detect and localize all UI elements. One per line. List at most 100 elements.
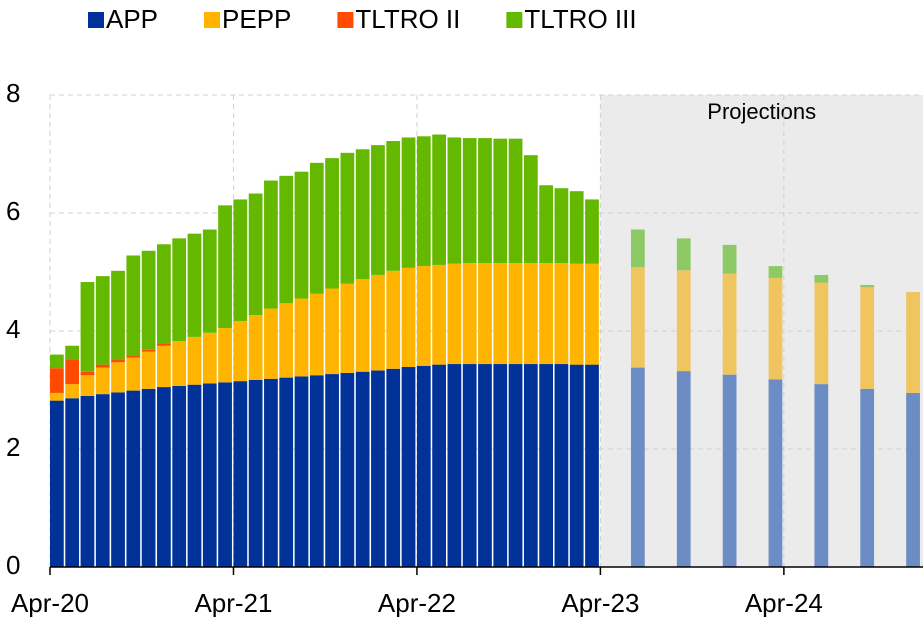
- bar-segment: [554, 364, 569, 567]
- bar-segment: [768, 379, 783, 567]
- bar-segment: [416, 136, 431, 267]
- bar-segment: [157, 244, 171, 344]
- bar-segment: [539, 364, 554, 567]
- bar-segment: [401, 267, 416, 367]
- bar-segment: [676, 238, 691, 271]
- bar-segment: [630, 367, 645, 567]
- y-tick-label: 0: [6, 550, 20, 580]
- bar-segment: [569, 191, 584, 264]
- bar-segment: [722, 273, 737, 375]
- bar-segment: [371, 274, 385, 371]
- bar-segment: [279, 175, 294, 304]
- x-tick-label: Apr-22: [378, 588, 456, 617]
- bar-segment: [111, 270, 125, 360]
- bar-segment: [325, 374, 339, 567]
- bar-segment: [386, 368, 401, 567]
- bar-segment: [386, 270, 401, 369]
- bar-segment: [447, 137, 462, 264]
- projection-label: Projections: [707, 99, 816, 124]
- bar-segment: [126, 355, 141, 358]
- x-tick-label: Apr-21: [194, 588, 272, 617]
- bar-segment: [126, 255, 141, 356]
- bar-segment: [523, 155, 538, 264]
- bar-segment: [202, 383, 217, 567]
- bar-segment: [248, 379, 263, 567]
- bar-segment: [95, 394, 110, 567]
- bar-segment: [141, 250, 156, 350]
- bar-segment: [111, 359, 125, 363]
- bar-segment: [325, 288, 339, 375]
- legend-swatch: [506, 12, 523, 28]
- bar-segment: [187, 384, 202, 567]
- bar-segment: [264, 180, 278, 309]
- bar-segment: [294, 171, 309, 299]
- bar-segment: [202, 229, 217, 333]
- x-tick-label: Apr-20: [11, 588, 89, 617]
- bar-segment: [462, 364, 477, 567]
- bar-segment: [172, 238, 187, 342]
- bar-segment: [447, 263, 462, 365]
- legend-label: PEPP: [222, 4, 291, 34]
- bar-segment: [111, 362, 125, 393]
- bar-segment: [386, 141, 401, 271]
- bar-segment: [80, 282, 95, 372]
- bar-segment: [508, 364, 523, 567]
- bar-segment: [462, 138, 477, 264]
- bar-segment: [371, 145, 385, 275]
- bar-segment: [157, 345, 171, 388]
- legend-swatch: [204, 12, 221, 28]
- bar-segment: [309, 162, 324, 294]
- bar-segment: [50, 392, 64, 401]
- bar-segment: [814, 282, 829, 385]
- bar-segment: [141, 388, 156, 567]
- bar-segment: [309, 375, 324, 567]
- bar-segment: [569, 263, 584, 365]
- x-tick-label: Apr-23: [561, 588, 639, 617]
- bar-segment: [218, 328, 232, 383]
- bar-segment: [371, 370, 385, 567]
- bar-segment: [554, 188, 569, 264]
- bar-segment: [401, 366, 416, 567]
- bar-segment: [233, 320, 248, 382]
- bar-segment: [340, 152, 355, 284]
- bar-segment: [187, 233, 202, 337]
- bar-segment: [630, 267, 645, 368]
- legend-label: APP: [106, 4, 158, 34]
- bar-segment: [65, 398, 80, 567]
- bar-segment: [401, 137, 416, 268]
- y-tick-label: 4: [6, 314, 20, 344]
- bar-segment: [141, 351, 156, 389]
- bar-segment: [432, 134, 446, 265]
- bar-segment: [111, 392, 125, 567]
- legend-swatch: [337, 12, 354, 28]
- bar-segment: [95, 276, 110, 365]
- bar-segment: [248, 315, 263, 380]
- bar-segment: [202, 332, 217, 384]
- bar-segment: [340, 283, 355, 373]
- bar-segment: [218, 205, 232, 329]
- bar-segment: [233, 199, 248, 321]
- bar-segment: [493, 364, 508, 567]
- bar-segment: [523, 263, 538, 365]
- bar-segment: [294, 298, 309, 377]
- x-tick-label: Apr-24: [745, 588, 823, 617]
- bar-segment: [814, 274, 829, 283]
- bar-segment: [126, 390, 141, 567]
- bar-segment: [768, 277, 783, 380]
- bar-segment: [95, 367, 110, 395]
- bar-segment: [447, 364, 462, 567]
- bar-segment: [157, 343, 171, 346]
- bar-segment: [860, 388, 875, 567]
- bar-segment: [172, 385, 187, 567]
- bar-segment: [218, 382, 232, 567]
- bar-segment: [416, 365, 431, 567]
- bar-segment: [355, 371, 370, 567]
- bar-segment: [264, 308, 278, 379]
- bar-segment: [630, 229, 645, 268]
- bar-segment: [539, 185, 554, 264]
- bar-segment: [279, 377, 294, 567]
- bar-segment: [523, 364, 538, 567]
- bar-segment: [80, 395, 95, 567]
- y-tick-label: 2: [6, 432, 20, 462]
